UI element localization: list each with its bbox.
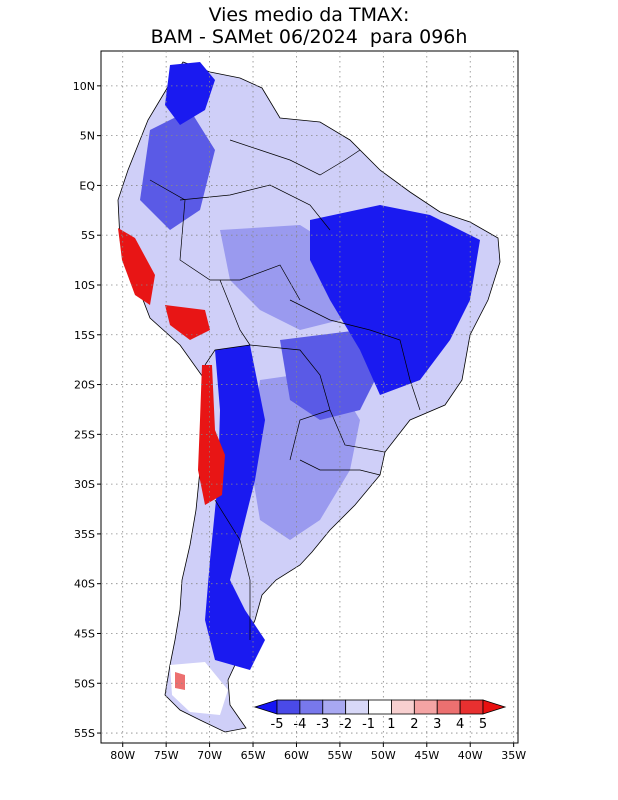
lon-label: 40W [458,749,483,762]
colorbar-label: -4 [293,717,306,732]
plot-frame [100,50,519,744]
colorbar-bin [482,699,507,715]
grid-lines [101,51,518,743]
lon-label: 45W [414,749,439,762]
lat-label: 10S [74,279,95,292]
lon-label: 65W [241,749,266,762]
colorbar-bin [276,699,301,715]
lat-label: 20S [74,379,95,392]
colorbar-label: -5 [271,717,284,732]
lat-label: 40S [74,578,95,591]
lat-label: 55S [74,727,95,740]
lat-label: 10N [73,80,95,93]
colorbar-bin [459,699,484,715]
red-zone [175,672,185,690]
colorbar-label: -3 [316,717,329,732]
strong-blue-zone [165,62,215,125]
lon-label: 80W [110,749,135,762]
lat-label: 25S [74,428,95,441]
lat-label: 5S [81,229,95,242]
lon-label: 35W [501,749,526,762]
map-title-line-1: Vies medio da TMAX: [208,4,410,26]
lat-label: 35S [74,528,95,541]
red-zone [198,365,225,505]
strong-blue-zone [310,205,480,395]
lon-label: 55W [327,749,352,762]
colorbar-bin [345,699,369,715]
colorbar-bin [253,699,278,715]
lon-label: 60W [284,749,309,762]
colorbar: -5 -4 -3 -2 -1 1 2 3 4 5 [253,699,507,732]
colorbar-bin [413,699,438,715]
colorbar-label: 1 [387,717,395,732]
strong-blue-zone [205,345,265,670]
lon-label: 50W [371,749,396,762]
lat-label: 30S [74,478,95,491]
colorbar-bin [322,699,347,715]
colorbar-bin [391,699,415,715]
colorbar-bin [299,699,324,715]
colorbar-bin [368,699,392,715]
colorbar-label: -2 [339,717,352,732]
lat-label: 45S [74,627,95,640]
lat-label: 5N [80,130,95,143]
lon-label: 75W [154,749,179,762]
colorbar-label: 5 [479,717,487,732]
colorbar-label: 2 [410,717,418,732]
country-borders [149,139,421,640]
colorbar-label: 4 [456,717,464,732]
lon-label: 70W [197,749,222,762]
colorbar-bin [436,699,461,715]
colorbar-label: -1 [362,717,375,732]
map-title-line-2: BAM - SAMet 06/2024 para 096h [150,26,468,48]
lat-label: EQ [79,179,95,192]
latitude-labels: 10N 5N EQ 5S 10S 15S 20S 25S 30S 35S 40S 45S 50S 55S [73,80,101,740]
red-zone [165,305,210,340]
red-zone [118,228,155,305]
longitude-labels: 80W 75W 70W 65W 60W 55W 50W 45W 40W 35W [110,743,526,762]
colorbar-label: 3 [433,717,441,732]
lat-label: 15S [74,329,95,342]
bias-field [117,61,501,733]
lat-label: 50S [74,677,95,690]
medium-blue-zone [280,330,380,420]
medium-blue-zone [140,110,215,230]
